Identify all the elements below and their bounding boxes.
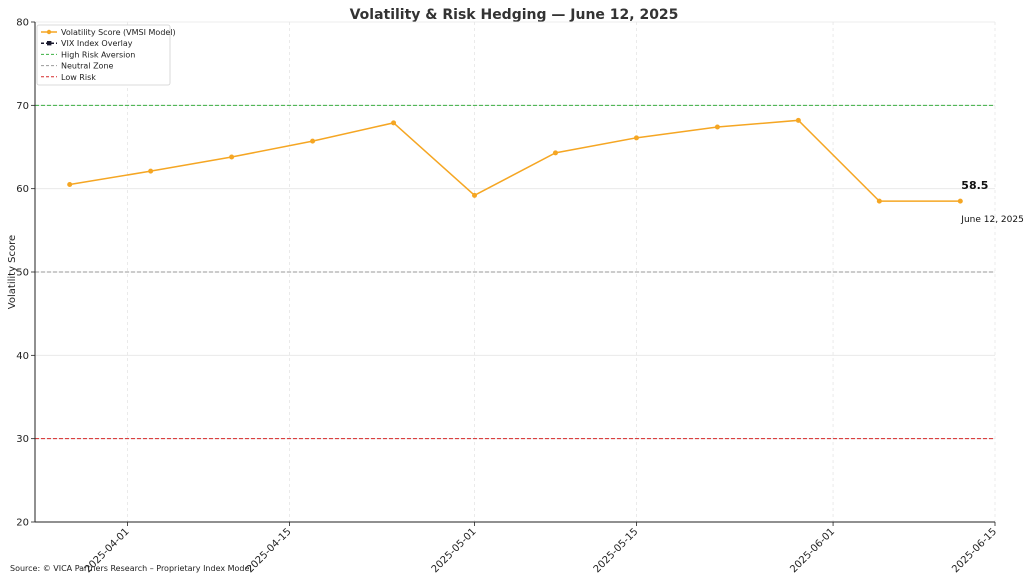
legend-label: Low Risk xyxy=(61,73,96,82)
x-tick-label: 2025-06-01 xyxy=(788,526,837,575)
data-point xyxy=(229,154,235,160)
data-point xyxy=(310,138,316,144)
y-tick-label: 50 xyxy=(16,268,29,279)
data-point xyxy=(67,182,73,187)
y-tick-label: 80 xyxy=(16,18,29,29)
y-axis-label: Volatility Score xyxy=(7,235,18,309)
legend-label: VIX Index Overlay xyxy=(61,39,133,48)
y-tick-label: 40 xyxy=(16,351,29,362)
y-tick-label: 70 xyxy=(16,101,29,112)
data-point xyxy=(552,150,558,156)
series-line xyxy=(69,119,961,202)
data-point xyxy=(391,120,397,126)
y-tick-label: 30 xyxy=(16,434,29,445)
data-point xyxy=(714,124,720,130)
reference-lines xyxy=(35,104,995,440)
x-tick-label: 2025-04-15 xyxy=(245,526,294,575)
x-tick-label: 2025-05-01 xyxy=(430,526,479,575)
annotation-value: 58.5 xyxy=(961,179,988,192)
data-point xyxy=(795,117,801,123)
legend: Volatility Score (VMSI Model) VIX Index O… xyxy=(36,24,176,86)
legend-box xyxy=(36,24,171,86)
legend-label: Volatility Score (VMSI Model) xyxy=(61,28,176,37)
x-tick-label: 2025-05-15 xyxy=(592,526,641,575)
data-point xyxy=(148,168,154,174)
x-tick-label: 2025-06-15 xyxy=(950,526,999,575)
source-note: Source: © VICA Partners Research – Propr… xyxy=(10,564,252,573)
data-point xyxy=(957,198,963,204)
y-tick-label: 20 xyxy=(16,518,29,529)
y-tick-label: 60 xyxy=(16,184,29,195)
legend-swatch-marker xyxy=(47,41,52,46)
data-point xyxy=(633,135,639,141)
annotation: 58.5 June 12, 2025 xyxy=(960,179,1024,225)
legend-label: High Risk Aversion xyxy=(61,50,135,59)
data-point xyxy=(876,198,882,204)
series-layer xyxy=(67,117,963,204)
annotation-date: June 12, 2025 xyxy=(960,215,1024,225)
legend-swatch-marker xyxy=(46,29,52,35)
data-point xyxy=(472,192,478,198)
chart-title: Volatility & Risk Hedging — June 12, 202… xyxy=(350,7,679,23)
legend-label: Neutral Zone xyxy=(61,62,114,71)
